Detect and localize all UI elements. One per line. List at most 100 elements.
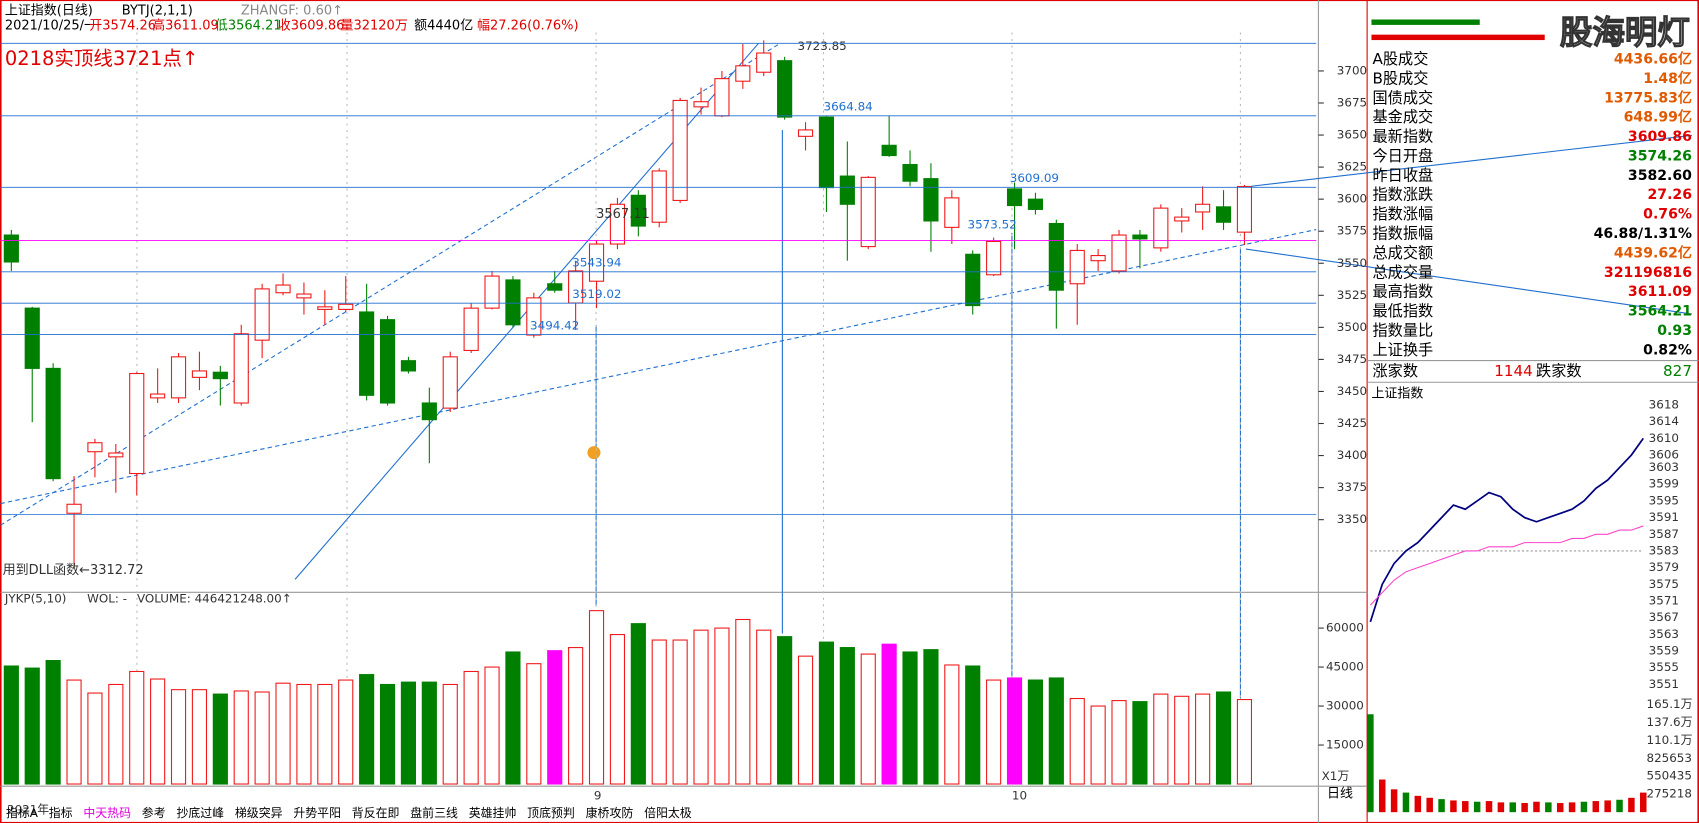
candle-body	[66, 503, 82, 514]
y-tick-label: 30000	[1326, 699, 1364, 713]
y-tick-label: 3675	[1337, 95, 1367, 109]
y-tick-label: 3500	[1337, 320, 1367, 334]
volume-bar	[902, 651, 918, 785]
volume-bar	[630, 623, 646, 785]
candle-body	[463, 307, 479, 351]
intraday-tick: 3599	[1649, 477, 1679, 491]
intraday-vol	[1414, 795, 1422, 813]
candle-body	[379, 319, 396, 404]
volume-bar	[108, 683, 124, 785]
candle-body	[777, 60, 793, 118]
tab[interactable]: 升势平阳	[293, 806, 341, 820]
intraday-tick: 3571	[1649, 593, 1679, 607]
annotation: 3494.42	[530, 318, 579, 332]
candle-body	[359, 311, 375, 396]
intraday-vol	[1556, 803, 1564, 813]
candle-body	[1174, 216, 1190, 222]
candle-body	[714, 78, 730, 117]
row-label: 指数振幅	[1373, 225, 1434, 243]
candle-body	[735, 65, 751, 82]
intraday-vol	[1628, 797, 1635, 813]
tab[interactable]: 梯级突异	[235, 806, 283, 820]
candle-body	[839, 175, 855, 205]
y-tick-label: 3625	[1337, 160, 1367, 174]
row-value: 4436.66亿	[1614, 51, 1692, 68]
volume-bar	[526, 663, 542, 785]
candle-body	[672, 99, 688, 201]
y-tick-label: 3525	[1337, 288, 1367, 302]
candle-body	[923, 178, 939, 222]
intraday-tick: 3583	[1649, 543, 1679, 557]
link-line	[1251, 134, 1693, 187]
candle-body	[45, 367, 61, 480]
candle-body	[547, 283, 563, 291]
tab[interactable]: 中天热码	[83, 806, 131, 820]
volume-bar	[1174, 695, 1190, 785]
tab[interactable]: 抄底过峰	[176, 806, 224, 820]
candle-body	[1090, 255, 1106, 262]
annotation: 3609.09	[1010, 171, 1059, 185]
y-tick-label: 3450	[1337, 384, 1367, 398]
candle-body	[756, 52, 772, 73]
candle-body	[254, 288, 270, 341]
row-value: 321196816	[1604, 265, 1692, 281]
tab[interactable]: 顶底预判	[527, 806, 575, 820]
row-label: 总成交额	[1373, 244, 1434, 262]
row-value: 1.48亿	[1643, 70, 1692, 87]
tab[interactable]: 英雄挂帅	[469, 806, 517, 820]
intraday-vol	[1378, 779, 1386, 813]
y-tick-label: 45000	[1326, 660, 1364, 674]
candle-body	[150, 393, 166, 399]
intraday-vol	[1521, 803, 1528, 813]
volume-bar	[212, 693, 228, 785]
candle-body	[296, 293, 312, 299]
tab[interactable]: 指标	[49, 806, 73, 820]
volume-bar	[609, 634, 626, 785]
tab[interactable]: 盘前三线	[410, 806, 458, 820]
row-label: 最低指数	[1373, 302, 1434, 320]
candle-body	[400, 360, 417, 372]
candle-body	[818, 116, 835, 189]
intraday-tick: 3618	[1649, 398, 1679, 412]
intraday-vol	[1390, 789, 1398, 813]
candle-body	[1132, 234, 1148, 240]
x-label: 10	[1012, 788, 1027, 802]
candle-body	[860, 176, 876, 248]
row-value: 3574.26	[1628, 148, 1692, 164]
tab[interactable]: 康桥攻防	[586, 806, 634, 820]
volume-bar	[87, 692, 103, 785]
volume-bar	[1236, 699, 1253, 785]
candle-body	[630, 194, 646, 227]
intraday-tick: 3575	[1649, 577, 1679, 591]
tab[interactable]: 背反在即	[352, 806, 400, 820]
volume-bar	[735, 618, 751, 785]
annotation: 3723.85	[798, 39, 847, 53]
volume-bar	[1195, 693, 1211, 785]
intraday-vol	[1473, 801, 1481, 813]
row-value: 3582.60	[1628, 168, 1692, 184]
x-label: 9	[594, 788, 602, 802]
vol: 量32120万	[341, 18, 408, 33]
info-panel: 股海明灯 涨家数 1144 跌家数 827 上证指数	[1367, 13, 1699, 402]
intraday-tick: 3555	[1649, 660, 1679, 674]
intraday-tick: 3610	[1649, 431, 1679, 445]
intraday-vol-tick: 275218	[1647, 787, 1692, 801]
volume-bar	[129, 670, 145, 785]
tab[interactable]: 倍阳太极	[644, 806, 692, 820]
y-tick-label: 3575	[1337, 224, 1367, 238]
intraday-tick: 3551	[1649, 677, 1679, 691]
tab[interactable]: 参考	[142, 806, 166, 820]
candle-body	[212, 371, 228, 380]
volume-bar	[756, 629, 772, 785]
tab[interactable]: 指标A	[6, 806, 39, 820]
volume-bar	[547, 650, 563, 785]
volume-bar	[944, 664, 960, 785]
volume-bar	[672, 639, 688, 785]
candle-body	[338, 303, 354, 310]
candle-body	[170, 356, 187, 399]
intraday-tick: 3563	[1649, 627, 1679, 641]
row-value: 648.99亿	[1624, 109, 1692, 126]
y-tick-label: 3700	[1337, 63, 1367, 77]
vol-unit: X1万	[1322, 769, 1350, 783]
row-label: 上证换手	[1373, 341, 1434, 359]
